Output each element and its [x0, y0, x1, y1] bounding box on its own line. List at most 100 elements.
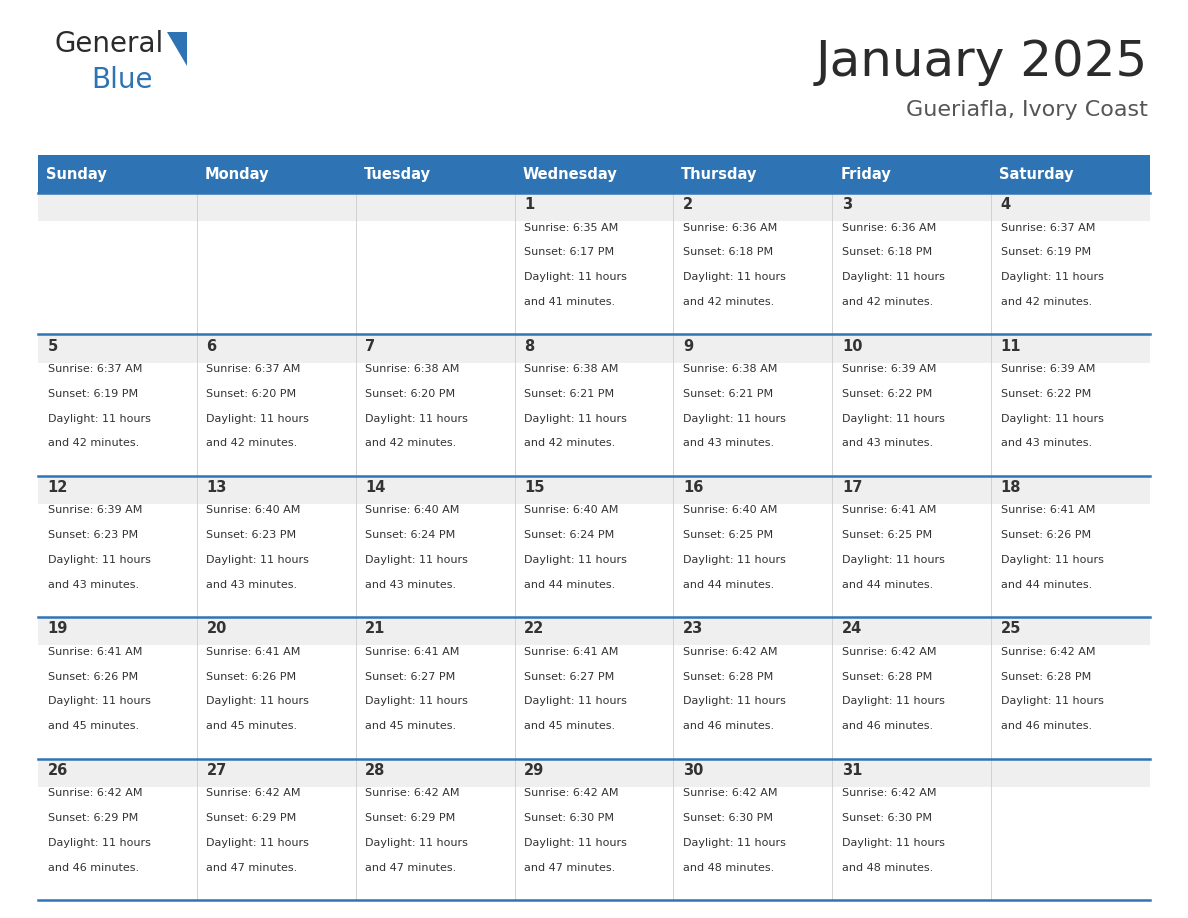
- Bar: [514, 193, 674, 221]
- Text: and 43 minutes.: and 43 minutes.: [365, 580, 456, 589]
- Bar: [355, 476, 514, 617]
- Text: 3: 3: [842, 197, 852, 212]
- Text: Daylight: 11 hours: Daylight: 11 hours: [842, 272, 944, 282]
- Text: Sunrise: 6:42 AM: Sunrise: 6:42 AM: [1000, 647, 1095, 657]
- Text: Sunrise: 6:42 AM: Sunrise: 6:42 AM: [842, 647, 936, 657]
- Text: and 44 minutes.: and 44 minutes.: [524, 580, 615, 589]
- Bar: [514, 155, 674, 193]
- Text: and 45 minutes.: and 45 minutes.: [524, 722, 615, 731]
- Text: and 47 minutes.: and 47 minutes.: [365, 863, 456, 872]
- Text: Daylight: 11 hours: Daylight: 11 hours: [842, 697, 944, 706]
- Text: Daylight: 11 hours: Daylight: 11 hours: [207, 555, 309, 565]
- Text: Daylight: 11 hours: Daylight: 11 hours: [1000, 697, 1104, 706]
- Text: Daylight: 11 hours: Daylight: 11 hours: [48, 838, 151, 848]
- Text: Sunset: 6:25 PM: Sunset: 6:25 PM: [842, 531, 931, 540]
- Bar: [355, 155, 514, 193]
- Bar: [38, 334, 197, 363]
- Text: Sunset: 6:25 PM: Sunset: 6:25 PM: [683, 531, 773, 540]
- Text: and 43 minutes.: and 43 minutes.: [48, 580, 139, 589]
- Text: Sunset: 6:24 PM: Sunset: 6:24 PM: [365, 531, 455, 540]
- Text: Daylight: 11 hours: Daylight: 11 hours: [524, 838, 627, 848]
- Text: Sunday: Sunday: [46, 166, 107, 182]
- Text: Sunrise: 6:42 AM: Sunrise: 6:42 AM: [683, 647, 777, 657]
- Text: and 42 minutes.: and 42 minutes.: [1000, 297, 1092, 307]
- Text: 22: 22: [524, 621, 544, 636]
- Text: Sunrise: 6:40 AM: Sunrise: 6:40 AM: [365, 506, 460, 516]
- Text: and 46 minutes.: and 46 minutes.: [1000, 722, 1092, 731]
- Text: Sunrise: 6:42 AM: Sunrise: 6:42 AM: [842, 789, 936, 799]
- Text: Daylight: 11 hours: Daylight: 11 hours: [683, 555, 785, 565]
- Text: Sunset: 6:20 PM: Sunset: 6:20 PM: [207, 389, 297, 398]
- Text: and 42 minutes.: and 42 minutes.: [842, 297, 933, 307]
- Text: and 42 minutes.: and 42 minutes.: [365, 438, 456, 448]
- Bar: [355, 758, 514, 900]
- Text: Sunset: 6:30 PM: Sunset: 6:30 PM: [524, 813, 614, 823]
- Text: Daylight: 11 hours: Daylight: 11 hours: [524, 272, 627, 282]
- Text: Sunrise: 6:42 AM: Sunrise: 6:42 AM: [207, 789, 301, 799]
- Text: Daylight: 11 hours: Daylight: 11 hours: [524, 414, 627, 423]
- Text: Sunset: 6:26 PM: Sunset: 6:26 PM: [48, 672, 138, 682]
- Text: Daylight: 11 hours: Daylight: 11 hours: [1000, 272, 1104, 282]
- Text: Daylight: 11 hours: Daylight: 11 hours: [683, 697, 785, 706]
- Text: and 47 minutes.: and 47 minutes.: [207, 863, 298, 872]
- Bar: [38, 476, 197, 617]
- Bar: [833, 193, 991, 221]
- Bar: [674, 617, 833, 645]
- Bar: [833, 617, 991, 758]
- Text: Tuesday: Tuesday: [364, 166, 431, 182]
- Text: Thursday: Thursday: [682, 166, 758, 182]
- Bar: [355, 334, 514, 363]
- Text: 7: 7: [365, 339, 375, 353]
- Bar: [833, 476, 991, 504]
- Text: Daylight: 11 hours: Daylight: 11 hours: [1000, 555, 1104, 565]
- Bar: [514, 758, 674, 787]
- Text: Sunrise: 6:35 AM: Sunrise: 6:35 AM: [524, 223, 618, 232]
- Bar: [833, 758, 991, 787]
- Text: Sunrise: 6:38 AM: Sunrise: 6:38 AM: [365, 364, 460, 375]
- Text: Daylight: 11 hours: Daylight: 11 hours: [1000, 414, 1104, 423]
- Bar: [991, 476, 1150, 504]
- Bar: [514, 334, 674, 476]
- Bar: [674, 193, 833, 221]
- Bar: [991, 193, 1150, 334]
- Text: Sunrise: 6:42 AM: Sunrise: 6:42 AM: [524, 789, 619, 799]
- Text: Sunset: 6:26 PM: Sunset: 6:26 PM: [207, 672, 297, 682]
- Bar: [991, 617, 1150, 758]
- Text: Sunset: 6:23 PM: Sunset: 6:23 PM: [207, 531, 297, 540]
- Text: and 48 minutes.: and 48 minutes.: [683, 863, 775, 872]
- Text: Sunset: 6:30 PM: Sunset: 6:30 PM: [842, 813, 931, 823]
- Text: and 47 minutes.: and 47 minutes.: [524, 863, 615, 872]
- Text: 2: 2: [683, 197, 693, 212]
- Text: and 41 minutes.: and 41 minutes.: [524, 297, 615, 307]
- Text: Daylight: 11 hours: Daylight: 11 hours: [683, 414, 785, 423]
- Text: Sunrise: 6:41 AM: Sunrise: 6:41 AM: [48, 647, 141, 657]
- Bar: [355, 617, 514, 758]
- Text: Sunrise: 6:39 AM: Sunrise: 6:39 AM: [842, 364, 936, 375]
- Text: Sunset: 6:18 PM: Sunset: 6:18 PM: [683, 248, 773, 257]
- Text: Saturday: Saturday: [999, 166, 1074, 182]
- Text: 18: 18: [1000, 480, 1022, 495]
- Bar: [355, 334, 514, 476]
- Text: 23: 23: [683, 621, 703, 636]
- Bar: [197, 476, 355, 617]
- Text: and 44 minutes.: and 44 minutes.: [683, 580, 775, 589]
- Text: Daylight: 11 hours: Daylight: 11 hours: [683, 838, 785, 848]
- Text: 30: 30: [683, 763, 703, 778]
- Text: Sunset: 6:20 PM: Sunset: 6:20 PM: [365, 389, 455, 398]
- Bar: [197, 617, 355, 645]
- Bar: [355, 617, 514, 645]
- Bar: [991, 193, 1150, 221]
- Bar: [38, 617, 197, 758]
- Text: January 2025: January 2025: [816, 38, 1148, 86]
- Text: and 46 minutes.: and 46 minutes.: [48, 863, 139, 872]
- Bar: [514, 476, 674, 617]
- Text: Sunset: 6:29 PM: Sunset: 6:29 PM: [48, 813, 138, 823]
- Text: Sunset: 6:22 PM: Sunset: 6:22 PM: [1000, 389, 1091, 398]
- Text: 17: 17: [842, 480, 862, 495]
- Bar: [991, 617, 1150, 645]
- Text: 28: 28: [365, 763, 386, 778]
- Text: Sunrise: 6:40 AM: Sunrise: 6:40 AM: [207, 506, 301, 516]
- Text: Sunset: 6:18 PM: Sunset: 6:18 PM: [842, 248, 931, 257]
- Polygon shape: [168, 32, 187, 66]
- Text: 14: 14: [365, 480, 386, 495]
